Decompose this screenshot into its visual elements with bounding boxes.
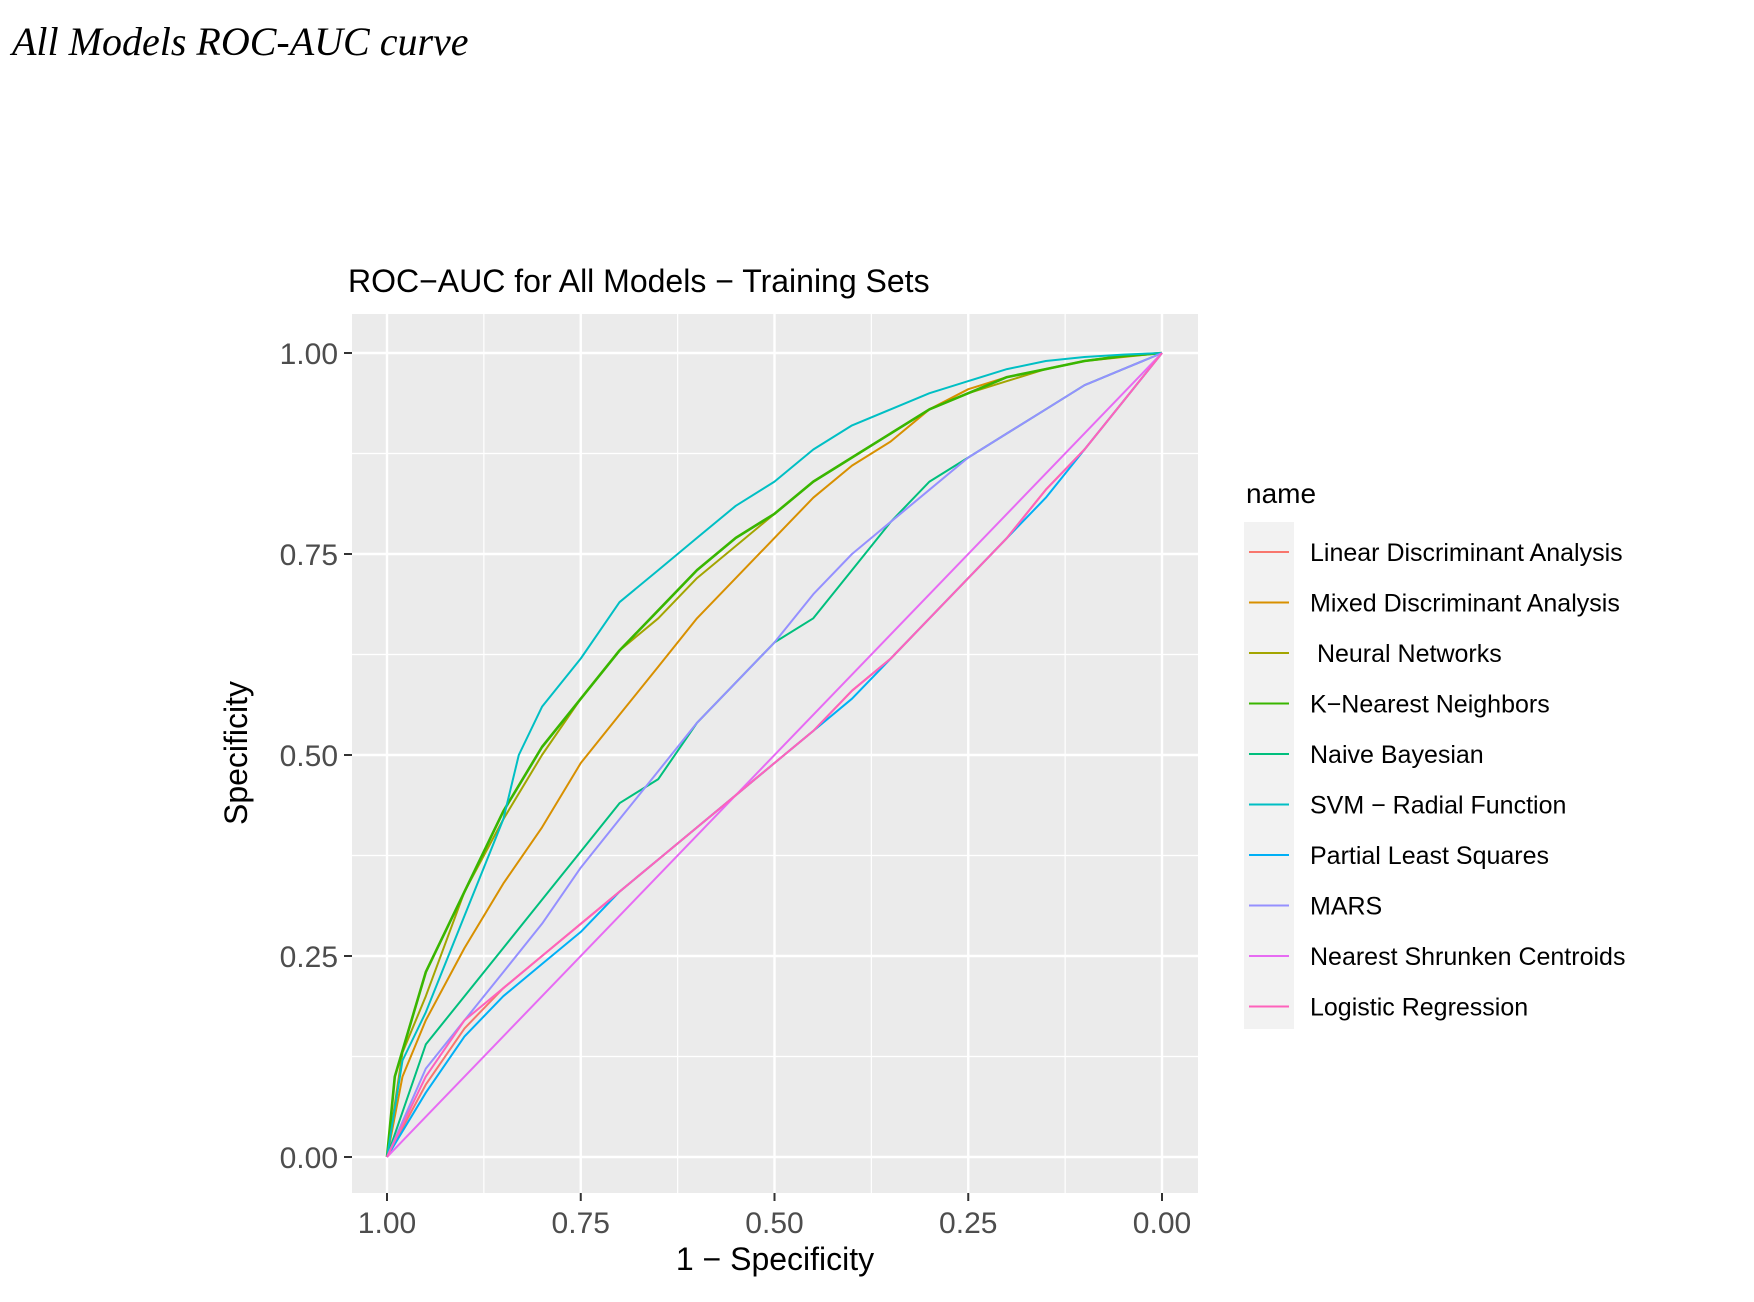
series-line-10	[386, 352, 1163, 1158]
y-tick-label: 0.25	[280, 941, 338, 974]
y-tick-label: 0.00	[280, 1142, 338, 1175]
x-tick-label: 0.75	[552, 1207, 610, 1240]
series-line-4	[385, 351, 1163, 1158]
legend-title: name	[1246, 478, 1316, 509]
y-tick-label: 0.75	[280, 539, 338, 572]
series-line-6	[386, 352, 1163, 1158]
x-axis: 1.00 0.75 0.50 0.25 0.00	[358, 1193, 1191, 1240]
legend-label: MARS	[1310, 893, 1382, 921]
y-tick-label: 0.50	[280, 740, 338, 773]
x-tick-label: 0.50	[745, 1207, 803, 1240]
legend-label: Logistic Regression	[1310, 994, 1528, 1022]
series-line-9	[386, 352, 1163, 1158]
y-axis: 0.00 0.25 0.50 0.75 1.00	[280, 338, 352, 1175]
legend-label: Partial Least Squares	[1310, 842, 1549, 870]
legend-label: Nearest Shrunken Centroids	[1310, 943, 1625, 971]
legend-label: Mixed Discriminant Analysis	[1310, 590, 1620, 618]
chart-title: ROC−AUC for All Models − Training Sets	[348, 263, 930, 299]
series-line-3	[386, 352, 1163, 1158]
series-layer	[385, 351, 1163, 1158]
series-line-8	[386, 352, 1163, 1158]
legend-label: Naive Bayesian	[1310, 741, 1484, 769]
y-tick-label: 1.00	[280, 338, 338, 371]
legend-label: Neural Networks	[1310, 640, 1502, 668]
legend-label: Linear Discriminant Analysis	[1310, 539, 1623, 567]
legend: name Linear Discriminant Analysis Mixed D…	[1244, 478, 1625, 1029]
legend-label: K−Nearest Neighbors	[1310, 691, 1550, 719]
legend-key-background	[1244, 522, 1294, 1029]
x-axis-label: 1 − Specificity	[676, 1241, 874, 1277]
y-axis-label: Specificity	[218, 681, 254, 825]
document-caption: All Models ROC-AUC curve	[12, 19, 469, 64]
x-tick-label: 0.00	[1133, 1207, 1191, 1240]
x-tick-label: 0.25	[939, 1207, 997, 1240]
x-tick-label: 1.00	[358, 1207, 416, 1240]
legend-label: SVM − Radial Function	[1310, 792, 1566, 820]
